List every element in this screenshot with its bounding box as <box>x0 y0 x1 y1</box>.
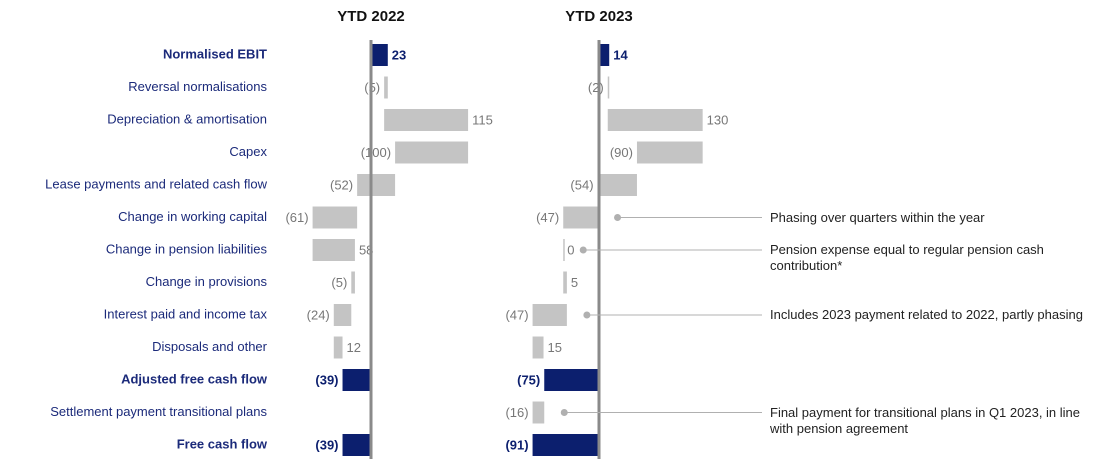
category-label: Reversal normalisations <box>128 79 267 94</box>
value-label: (52) <box>330 177 353 192</box>
bar <box>342 434 371 456</box>
value-label: 23 <box>392 47 406 62</box>
value-label: 12 <box>347 340 361 355</box>
value-label: 115 <box>472 112 493 127</box>
bar <box>384 109 469 131</box>
bar <box>312 239 355 261</box>
bar <box>312 206 358 229</box>
value-label: (75) <box>517 372 540 387</box>
category-label: Lease payments and related cash flow <box>45 176 267 191</box>
category-label: Change in provisions <box>146 274 268 289</box>
bar <box>371 44 388 66</box>
bar <box>636 141 703 164</box>
category-label: Change in working capital <box>118 209 267 224</box>
bar <box>333 336 343 359</box>
value-label: (39) <box>315 372 338 387</box>
value-label: (5) <box>331 275 347 290</box>
bar <box>333 304 352 326</box>
bar <box>532 336 544 359</box>
category-label: Normalised EBIT <box>163 46 267 61</box>
value-label: 130 <box>707 112 729 127</box>
bar <box>563 206 598 229</box>
value-label: 14 <box>613 47 628 62</box>
annotation: Pension expense equal to regular pension… <box>770 242 1044 273</box>
bar <box>607 109 703 131</box>
bar <box>563 271 567 294</box>
value-label: 0 <box>567 242 574 257</box>
bar <box>597 174 637 196</box>
category-label: Change in pension liabilities <box>106 241 268 256</box>
value-label: (47) <box>536 210 559 225</box>
category-label: Interest paid and income tax <box>104 306 268 321</box>
value-label: (90) <box>610 145 633 160</box>
bar <box>599 44 610 66</box>
value-label: 5 <box>571 275 578 290</box>
annotation: Final payment for transitional plans in … <box>770 404 1081 436</box>
annotation: Includes 2023 payment related to 2022, p… <box>770 307 1083 322</box>
category-label: Free cash flow <box>177 436 268 451</box>
category-label: Depreciation & amortisation <box>107 111 267 126</box>
annotation: Phasing over quarters within the year <box>770 209 985 225</box>
value-label: (39) <box>315 437 338 452</box>
bar <box>544 369 599 391</box>
bar <box>532 401 545 424</box>
category-label: Settlement payment transitional plans <box>50 404 267 419</box>
bar <box>351 271 355 294</box>
value-label: (47) <box>505 307 528 322</box>
value-label: (2) <box>588 80 604 95</box>
value-label: (24) <box>307 307 330 322</box>
value-label: 15 <box>548 340 562 355</box>
bar <box>563 239 565 261</box>
category-label: Disposals and other <box>152 339 268 354</box>
bar <box>384 76 388 99</box>
category-label: Capex <box>229 144 267 159</box>
bar <box>532 434 599 456</box>
series-title: YTD 2022 <box>337 8 405 25</box>
series-title: YTD 2023 <box>565 8 633 25</box>
value-label: (100) <box>361 145 391 160</box>
value-label: (61) <box>285 210 308 225</box>
bar <box>607 76 610 99</box>
bar <box>395 141 469 164</box>
bar <box>357 174 396 196</box>
value-label: (91) <box>505 437 528 452</box>
bar <box>532 304 567 326</box>
category-label: Adjusted free cash flow <box>121 371 268 386</box>
value-label: (16) <box>505 405 528 420</box>
value-label: (54) <box>570 177 593 192</box>
bar <box>342 369 371 391</box>
